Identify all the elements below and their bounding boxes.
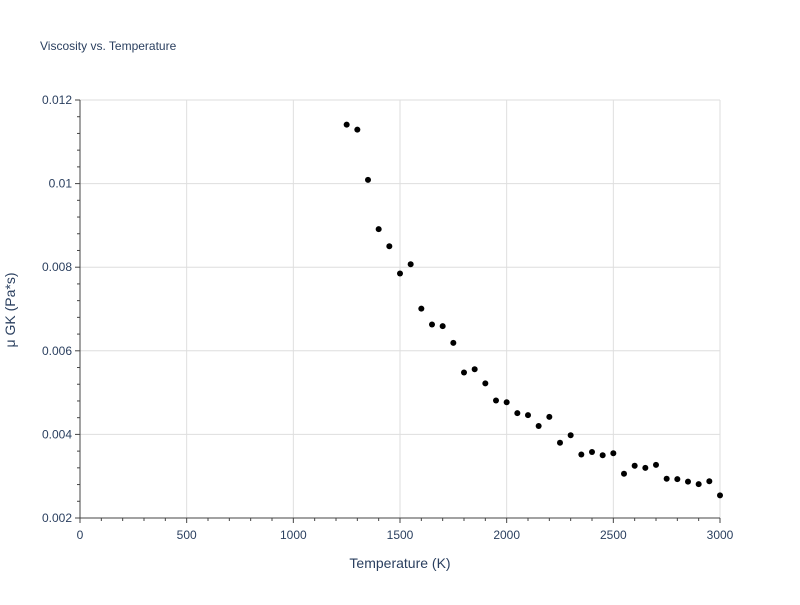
data-point [439, 323, 446, 330]
data-points [343, 121, 723, 499]
tick-labels: 0 500 1000 1500 2000 2500 3000 0.002 0.004 0.006 0… [42, 93, 734, 542]
data-point [706, 478, 713, 485]
y-tick-label: 0.008 [42, 260, 72, 274]
data-point [674, 476, 681, 483]
data-point [461, 369, 467, 376]
data-point [535, 423, 542, 430]
x-tick-label: 3000 [707, 528, 734, 542]
data-point [407, 261, 414, 268]
data-point [578, 451, 585, 458]
data-point [503, 399, 510, 406]
data-point [546, 413, 553, 420]
y-tick-label: 0.012 [42, 93, 72, 107]
chart-title: Viscosity vs. Temperature [40, 39, 177, 53]
data-point [354, 126, 361, 133]
data-point [631, 462, 638, 469]
data-point [599, 452, 606, 459]
data-point [386, 243, 393, 250]
x-tick-label: 1500 [387, 528, 414, 542]
x-tick-label: 2000 [493, 528, 520, 542]
x-tick-label: 0 [77, 528, 84, 542]
data-point [663, 475, 670, 482]
data-point [375, 226, 382, 233]
data-point [365, 176, 371, 183]
y-tick-label: 0.006 [42, 344, 72, 358]
data-point [525, 412, 531, 419]
data-point [429, 321, 435, 328]
data-point [397, 270, 403, 277]
x-tick-label: 500 [177, 528, 197, 542]
data-point [695, 481, 702, 488]
data-point [653, 461, 659, 468]
y-tick-label: 0.01 [49, 177, 73, 191]
data-point [493, 397, 499, 404]
data-point [557, 439, 563, 446]
data-point [514, 410, 521, 417]
data-point [589, 448, 595, 455]
data-point [482, 380, 489, 387]
data-point [450, 339, 457, 346]
data-point [418, 305, 425, 312]
data-point [621, 470, 627, 477]
axes [75, 99, 721, 523]
data-point [685, 478, 691, 485]
data-point [343, 121, 350, 128]
x-axis-title: Temperature (K) [349, 555, 450, 571]
grid-lines [79, 99, 721, 519]
data-point [567, 432, 574, 439]
y-tick-label: 0.002 [42, 511, 72, 525]
data-point [717, 492, 723, 499]
x-tick-label: 1000 [280, 528, 307, 542]
data-point [642, 464, 649, 471]
data-point [610, 450, 617, 457]
x-tick-label: 2500 [600, 528, 627, 542]
data-point [471, 366, 478, 373]
y-tick-label: 0.004 [42, 427, 72, 441]
y-axis-title: μ GK (Pa*s) [2, 273, 18, 348]
